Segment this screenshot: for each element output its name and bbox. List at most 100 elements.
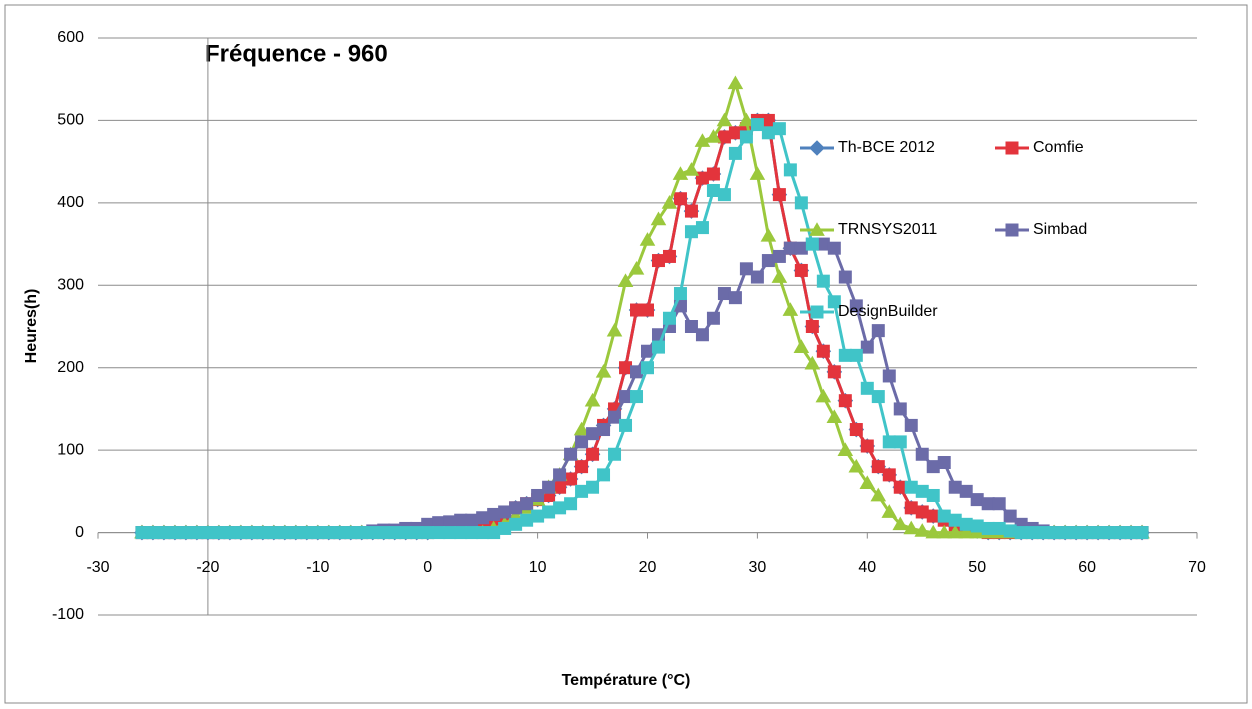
data-point: [915, 447, 929, 461]
data-point: [606, 322, 623, 337]
data-point: [487, 507, 501, 521]
data-point: [904, 501, 918, 515]
data-point: [695, 221, 709, 235]
x-tick-label: 40: [858, 559, 876, 576]
data-point: [366, 526, 380, 540]
data-point: [849, 348, 863, 362]
data-point: [509, 501, 523, 515]
data-point: [575, 435, 589, 449]
data-point: [727, 75, 744, 90]
data-point: [838, 394, 852, 408]
data-point: [672, 166, 689, 180]
data-point: [564, 472, 578, 486]
data-point: [706, 167, 720, 181]
y-tick-label: 300: [57, 277, 84, 294]
data-point: [728, 291, 742, 305]
x-tick-label: 60: [1078, 559, 1096, 576]
data-point: [245, 526, 259, 540]
data-point: [948, 513, 962, 527]
data-point: [564, 497, 578, 511]
y-tick-label: 400: [57, 194, 84, 211]
data-point: [728, 126, 742, 140]
data-point: [904, 480, 918, 494]
data-point: [553, 480, 567, 494]
x-tick-label: 70: [1188, 559, 1206, 576]
data-point: [564, 447, 578, 461]
x-tick-label: 0: [423, 559, 432, 576]
data-point: [782, 302, 799, 316]
x-tick-label: -30: [86, 559, 109, 576]
data-point: [717, 287, 731, 301]
legend-label: DesignBuilder: [838, 303, 938, 320]
data-point: [893, 402, 907, 416]
data-point: [739, 262, 753, 276]
data-point: [849, 299, 863, 313]
data-point: [871, 390, 885, 404]
data-point: [584, 392, 601, 407]
data-point: [432, 516, 446, 530]
data-point: [827, 241, 841, 255]
data-point: [520, 513, 534, 527]
x-tick-label: -20: [196, 559, 219, 576]
data-point: [586, 447, 600, 461]
data-point: [684, 204, 698, 218]
data-point: [860, 381, 874, 395]
data-point: [683, 162, 700, 176]
data-point: [871, 460, 885, 474]
data-point: [793, 339, 810, 353]
data-point: [639, 232, 656, 246]
data-point: [673, 287, 687, 301]
data-point: [619, 390, 633, 404]
x-tick-label: -10: [306, 559, 329, 576]
data-point: [926, 488, 940, 502]
data-point: [1124, 526, 1138, 540]
data-point: [684, 320, 698, 333]
data-point: [344, 526, 358, 540]
data-point: [915, 484, 929, 498]
data-point: [234, 526, 248, 540]
data-point: [630, 390, 644, 404]
data-point: [1047, 526, 1061, 540]
data-point: [388, 526, 402, 540]
data-point: [650, 211, 667, 226]
data-point: [739, 130, 753, 144]
data-point: [904, 418, 918, 432]
data-point: [542, 480, 556, 494]
data-point: [443, 526, 457, 540]
y-tick-label: 0: [75, 524, 84, 541]
data-point: [827, 295, 841, 309]
data-point: [575, 460, 589, 474]
data-point: [509, 517, 523, 531]
data-point: [454, 526, 468, 540]
data-point: [1080, 526, 1094, 540]
data-point: [641, 344, 654, 358]
data-point: [617, 273, 634, 288]
data-point: [717, 130, 731, 144]
data-point: [662, 311, 676, 325]
data-point: [651, 254, 665, 268]
data-point: [278, 526, 292, 540]
data-point: [135, 526, 149, 540]
data-point: [476, 511, 490, 525]
x-tick-label: 30: [749, 559, 767, 576]
legend-label: Th-BCE 2012: [838, 139, 935, 156]
data-point: [300, 526, 314, 540]
data-point: [641, 361, 654, 375]
data-point: [717, 188, 731, 202]
data-point: [892, 516, 909, 531]
data-point: [1091, 526, 1105, 540]
data-point: [476, 526, 490, 540]
data-point: [760, 228, 777, 242]
data-point: [641, 303, 654, 317]
data-point: [575, 484, 589, 498]
data-point: [1135, 526, 1149, 540]
data-point: [628, 261, 645, 275]
data-point: [903, 520, 920, 535]
data-point: [947, 524, 964, 539]
data-point: [410, 526, 424, 540]
data-point: [706, 183, 720, 197]
data-point: [761, 126, 775, 140]
data-point: [531, 488, 545, 502]
data-point: [837, 442, 854, 456]
data-point: [573, 421, 590, 436]
